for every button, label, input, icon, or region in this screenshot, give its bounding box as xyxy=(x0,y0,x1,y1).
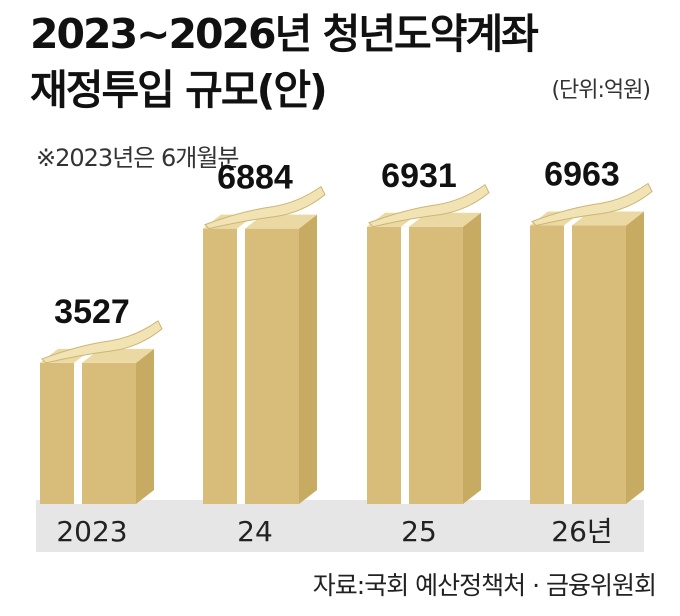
bar-stripe xyxy=(237,228,245,504)
bar-side xyxy=(136,348,154,504)
bar-side xyxy=(626,211,644,505)
banknote xyxy=(41,320,163,364)
title-line-2: 재정투입 규모(안) xyxy=(30,66,328,114)
bar-stripe xyxy=(401,226,409,504)
bar-side xyxy=(299,214,317,504)
chart-title: 2023~2026년 청년도약계좌 재정투입 규모(안) xyxy=(30,6,539,118)
bar-front xyxy=(40,362,136,504)
bar-front xyxy=(367,226,463,504)
bar-front xyxy=(203,228,299,504)
value-label: 6884 xyxy=(217,159,293,197)
bar-stripe xyxy=(74,362,82,504)
title-line-1: 2023~2026년 청년도약계좌 xyxy=(30,10,539,58)
category-label: 2023 xyxy=(56,515,127,548)
banknote xyxy=(204,185,326,230)
bar-front xyxy=(530,225,626,505)
category-band xyxy=(36,500,644,552)
value-label: 6931 xyxy=(381,157,457,195)
unit-label: (단위:억원) xyxy=(551,78,651,103)
bar-side xyxy=(463,212,481,504)
footnote: ※2023년은 6개월분 xyxy=(36,144,239,172)
category-label: 24 xyxy=(237,515,273,548)
bar-2 xyxy=(203,185,326,504)
category-label: 25 xyxy=(401,515,437,548)
category-label: 26년 xyxy=(551,515,612,548)
bar-4 xyxy=(530,182,653,505)
bar-1 xyxy=(40,320,163,504)
bar-3 xyxy=(367,184,490,504)
value-label: 6963 xyxy=(544,155,620,193)
value-label: 3527 xyxy=(54,293,130,331)
banknote xyxy=(531,182,653,227)
banknote xyxy=(368,184,490,228)
source-label: 자료:국회 예산정책처 · 금융위원회 xyxy=(312,571,657,600)
bar-stripe xyxy=(564,225,572,505)
